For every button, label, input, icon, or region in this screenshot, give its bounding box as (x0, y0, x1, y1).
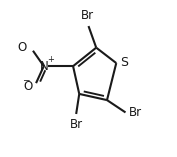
Text: +: + (47, 55, 54, 64)
Text: S: S (121, 56, 129, 69)
Text: Br: Br (70, 118, 83, 131)
Text: −: − (22, 76, 30, 84)
Text: O: O (18, 41, 27, 54)
Text: N: N (39, 60, 48, 73)
Text: O: O (24, 81, 33, 93)
Text: Br: Br (129, 106, 142, 119)
Text: Br: Br (80, 9, 93, 22)
